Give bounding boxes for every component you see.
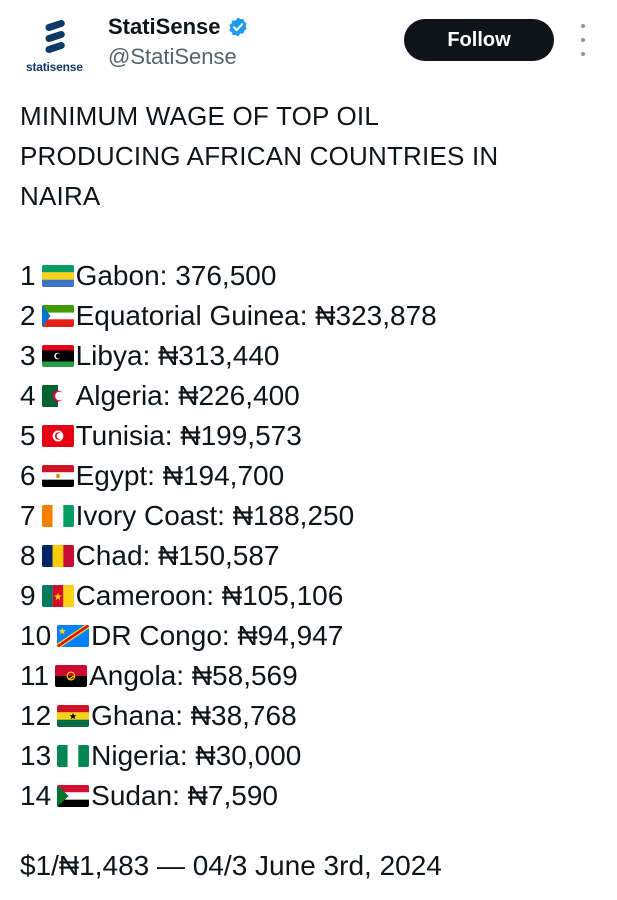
- tunisia-flag-icon: [41, 425, 74, 447]
- list-item-text: Cameroon: ₦105,106: [75, 580, 344, 611]
- account-handle[interactable]: @StatiSense: [108, 44, 237, 69]
- post-title-line: PRODUCING AFRICAN COUNTRIES IN: [20, 141, 499, 171]
- wage-list: 1 Gabon: 376,500 2 Equatorial Guinea: ₦3…: [20, 256, 600, 816]
- algeria-flag-icon: [41, 385, 74, 407]
- post-title-line: NAIRA: [20, 181, 101, 211]
- post-title: MINIMUM WAGE OF TOP OIL PRODUCING AFRICA…: [20, 96, 600, 216]
- list-item-text: Angola: ₦58,569: [89, 660, 298, 691]
- list-item-rank: 2: [20, 300, 36, 331]
- list-item: 4 Algeria: ₦226,400: [20, 376, 600, 416]
- list-item: 9 Cameroon: ₦105,106: [20, 576, 600, 616]
- list-item-rank: 1: [20, 260, 36, 291]
- verified-badge-icon: [228, 17, 247, 37]
- list-item-rank: 11: [20, 660, 50, 691]
- list-item: 6 Egypt: ₦194,700: [20, 456, 600, 496]
- list-item: 3 Libya: ₦313,440: [20, 336, 600, 376]
- list-item-rank: 4: [20, 380, 36, 411]
- list-item-text: Libya: ₦313,440: [75, 340, 280, 371]
- list-item-text: Nigeria: ₦30,000: [91, 740, 302, 771]
- gabon-flag-icon: [41, 265, 74, 287]
- list-item: 1 Gabon: 376,500: [20, 256, 600, 296]
- list-item-text: Sudan: ₦7,590: [91, 780, 278, 811]
- list-item-text: Chad: ₦150,587: [75, 540, 280, 571]
- list-item-text: DR Congo: ₦94,947: [91, 620, 344, 651]
- equatorial-guinea-flag-icon: [41, 305, 74, 327]
- logo-text: statisense: [26, 60, 83, 74]
- ivory-coast-flag-icon: [41, 505, 74, 527]
- post-header: statisense StatiSense @StatiSense Follow: [0, 0, 617, 90]
- list-item: 5 Tunisia: ₦199,573: [20, 416, 600, 456]
- list-item-text: Tunisia: ₦199,573: [75, 420, 302, 451]
- libya-flag-icon: [41, 345, 74, 367]
- exchange-rate-note: $1/₦1,483 — 04/3 June 3rd, 2024: [20, 850, 442, 881]
- chad-flag-icon: [41, 545, 74, 567]
- list-item: 2 Equatorial Guinea: ₦323,878: [20, 296, 600, 336]
- list-item: 11 Angola: ₦58,569: [20, 656, 600, 696]
- egypt-flag-icon: [41, 465, 74, 487]
- list-item-text: Equatorial Guinea: ₦323,878: [75, 300, 437, 331]
- list-item-text: Algeria: ₦226,400: [75, 380, 300, 411]
- list-item-text: Ivory Coast: ₦188,250: [75, 500, 355, 531]
- post-title-line: MINIMUM WAGE OF TOP OIL: [20, 101, 380, 131]
- list-item-text: Ghana: ₦38,768: [91, 700, 297, 731]
- list-item-rank: 13: [20, 740, 52, 771]
- list-item-rank: 8: [20, 540, 36, 571]
- dr-congo-flag-icon: [57, 625, 90, 647]
- more-options-icon[interactable]: [574, 24, 592, 56]
- list-item-rank: 5: [20, 420, 36, 451]
- follow-button[interactable]: Follow: [404, 19, 554, 61]
- list-item: 7 Ivory Coast: ₦188,250: [20, 496, 600, 536]
- list-item: 8 Chad: ₦150,587: [20, 536, 600, 576]
- list-item-rank: 10: [20, 620, 52, 651]
- angola-flag-icon: [55, 665, 88, 687]
- sudan-flag-icon: [57, 785, 90, 807]
- nigeria-flag-icon: [57, 745, 90, 767]
- post-body: MINIMUM WAGE OF TOP OIL PRODUCING AFRICA…: [20, 96, 600, 882]
- ghana-flag-icon: [57, 705, 90, 727]
- list-item: 14 Sudan: ₦7,590: [20, 776, 600, 816]
- list-item: 10 DR Congo: ₦94,947: [20, 616, 600, 656]
- list-item-rank: 6: [20, 460, 36, 491]
- list-item-text: Egypt: ₦194,700: [75, 460, 285, 491]
- list-item-rank: 9: [20, 580, 36, 611]
- list-item: 13 Nigeria: ₦30,000: [20, 736, 600, 776]
- list-item-rank: 14: [20, 780, 52, 811]
- list-item-rank: 7: [20, 500, 36, 531]
- account-info: StatiSense @StatiSense: [108, 14, 249, 70]
- list-item-rank: 12: [20, 700, 52, 731]
- list-item-rank: 3: [20, 340, 36, 371]
- list-item-text: Gabon: 376,500: [75, 260, 277, 291]
- avatar[interactable]: statisense: [20, 18, 90, 78]
- statisense-logo-icon: [45, 20, 65, 53]
- display-name[interactable]: StatiSense: [108, 14, 221, 39]
- list-item: 12 Ghana: ₦38,768: [20, 696, 600, 736]
- cameroon-flag-icon: [41, 585, 74, 607]
